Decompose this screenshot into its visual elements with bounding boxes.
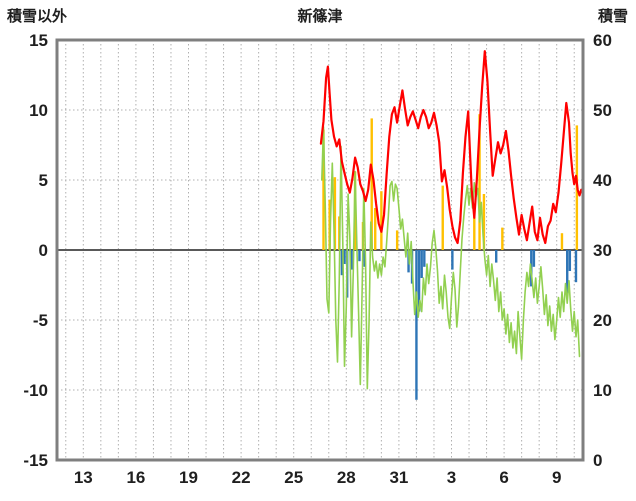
x-axis-tick-label: 31	[389, 468, 408, 487]
blue-bars-bar	[340, 250, 344, 276]
yellow-bars-bar	[328, 199, 331, 250]
yellow-bars-bar	[482, 194, 486, 250]
blue-bars-bar	[495, 250, 498, 263]
left-axis-tick-label: 0	[39, 241, 48, 260]
yellow-bars-bar	[370, 118, 373, 251]
x-axis-tick-label: 19	[179, 468, 198, 487]
right-axis-tick-label: 50	[593, 101, 612, 120]
blue-bars-bar	[423, 250, 426, 267]
left-axis-tick-label: -5	[33, 311, 48, 330]
right-axis-tick-label: 60	[593, 31, 612, 50]
green-line	[320, 126, 581, 390]
x-axis-tick-label: 16	[126, 468, 145, 487]
blue-bars-bar	[417, 250, 421, 312]
left-axis-tick-label: -10	[23, 381, 48, 400]
plot-frame	[55, 38, 585, 462]
blue-bars-bar	[574, 250, 578, 283]
left-axis-tick-label: -15	[23, 451, 48, 470]
left-axis-title: 積雪以外	[7, 8, 68, 25]
blue-bars-bar	[532, 250, 536, 267]
yellow-bars-bar	[473, 213, 476, 250]
yellow-bars-bar	[478, 114, 481, 250]
x-axis-tick-label: 28	[337, 468, 356, 487]
x-axis-tick-label: 25	[284, 468, 303, 487]
yellow-bars-bar	[395, 230, 399, 250]
yellow-bars-bar	[501, 227, 504, 250]
right-axis-title: 積雪	[597, 8, 628, 25]
blue-bars-bar	[451, 250, 454, 270]
x-axis-tick-label: 9	[552, 468, 561, 487]
blue-bars-bar	[343, 250, 346, 264]
yellow-bars-bar	[441, 185, 444, 250]
red-line	[319, 50, 583, 245]
yellow-bars-bar	[333, 177, 337, 250]
yellow-bars-bar	[380, 191, 383, 250]
blue-bars-bar	[350, 250, 353, 270]
left-axis-tick-label: 5	[39, 171, 48, 190]
x-axis-tick-label: 13	[74, 468, 93, 487]
x-axis-tick-label: 22	[232, 468, 251, 487]
yellow-bars-bar	[374, 208, 377, 250]
right-axis-tick-label: 30	[593, 241, 612, 260]
blue-bars-bar	[358, 250, 361, 262]
left-axis-tick-label: 15	[29, 31, 48, 50]
blue-bars-bar	[568, 250, 572, 271]
right-axis-tick-label: 0	[593, 451, 602, 470]
right-axis-tick-label: 40	[593, 171, 612, 190]
x-axis-tick-label: 3	[447, 468, 456, 487]
yellow-bars-bar	[322, 129, 325, 250]
yellow-bars-bar	[560, 233, 564, 250]
right-axis-tick-label: 20	[593, 311, 612, 330]
blue-bars-bar	[566, 250, 569, 294]
chart-title: 新篠津	[297, 8, 343, 25]
x-axis-tick-label: 6	[499, 468, 508, 487]
left-axis-tick-label: 10	[29, 101, 48, 120]
blue-bars-bar	[415, 250, 418, 400]
blue-bars-bar	[420, 250, 423, 278]
right-axis-tick-label: 10	[593, 381, 612, 400]
